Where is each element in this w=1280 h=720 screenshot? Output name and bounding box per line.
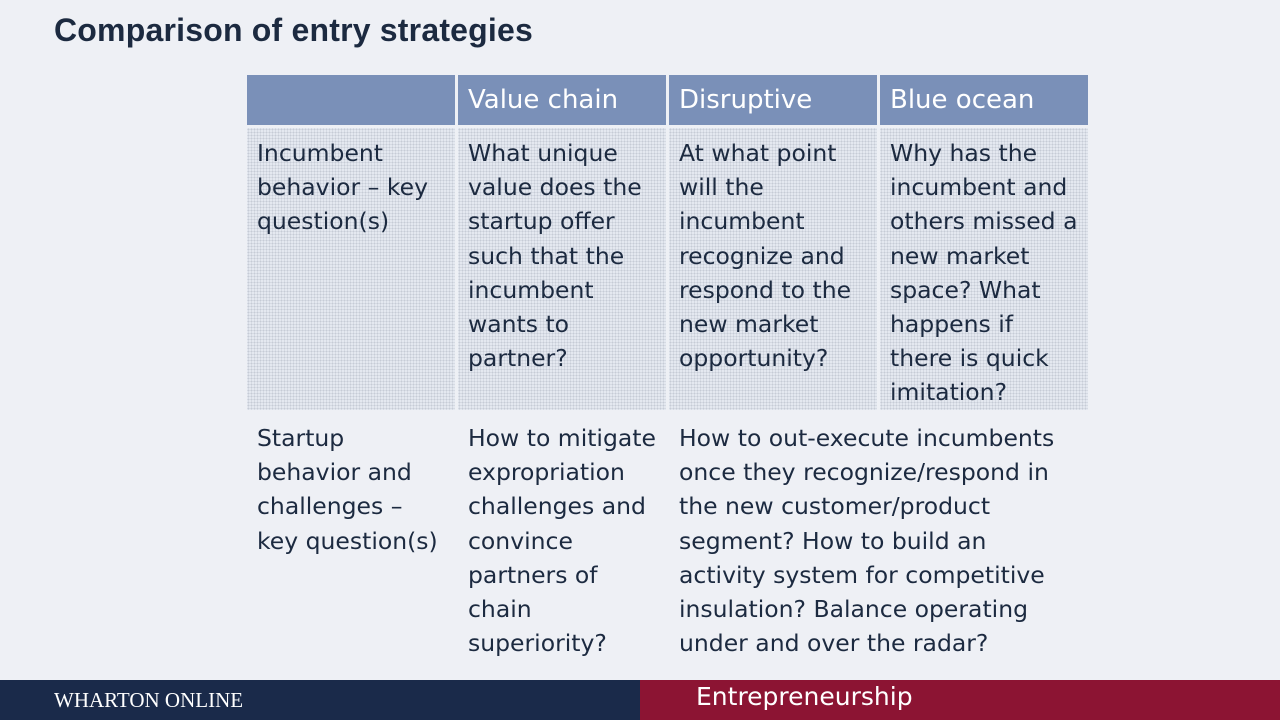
header-cell-blue-ocean: Blue ocean [880,75,1088,125]
cell-startup-value-chain: How to mitigate expropriation challenges… [468,424,656,658]
header-row: Value chain Disruptive Blue ocean [247,75,1088,125]
row-label-startup: Startup behavior and challenges – key qu… [257,424,438,555]
footer-course-name: Entrepreneurship [640,680,1280,720]
header-cell-disruptive: Disruptive [669,75,877,125]
footer-brand: WHARTON ONLINE [0,680,640,720]
row-label-incumbent: Incumbent behavior – key question(s) [247,128,455,410]
table-row: Startup behavior and challenges – key qu… [247,413,1088,663]
cell-startup-disruptive-blue-ocean: How to out-execute incumbents once they … [679,424,1055,658]
cell-incumbent-blue-ocean: Why has the incumbent and others missed … [880,128,1088,410]
header-cell-empty [247,75,455,125]
cell-incumbent-disruptive: At what point will the incumbent recogni… [669,128,877,410]
cell-incumbent-value-chain: What unique value does the startup offer… [458,128,666,410]
comparison-table: Value chain Disruptive Blue ocean Incumb… [244,72,1091,666]
table-row: Incumbent behavior – key question(s) Wha… [247,128,1088,410]
footer-bar: WHARTON ONLINE Entrepreneurship [0,680,1280,720]
header-cell-value-chain: Value chain [458,75,666,125]
slide-title: Comparison of entry strategies [54,12,533,48]
